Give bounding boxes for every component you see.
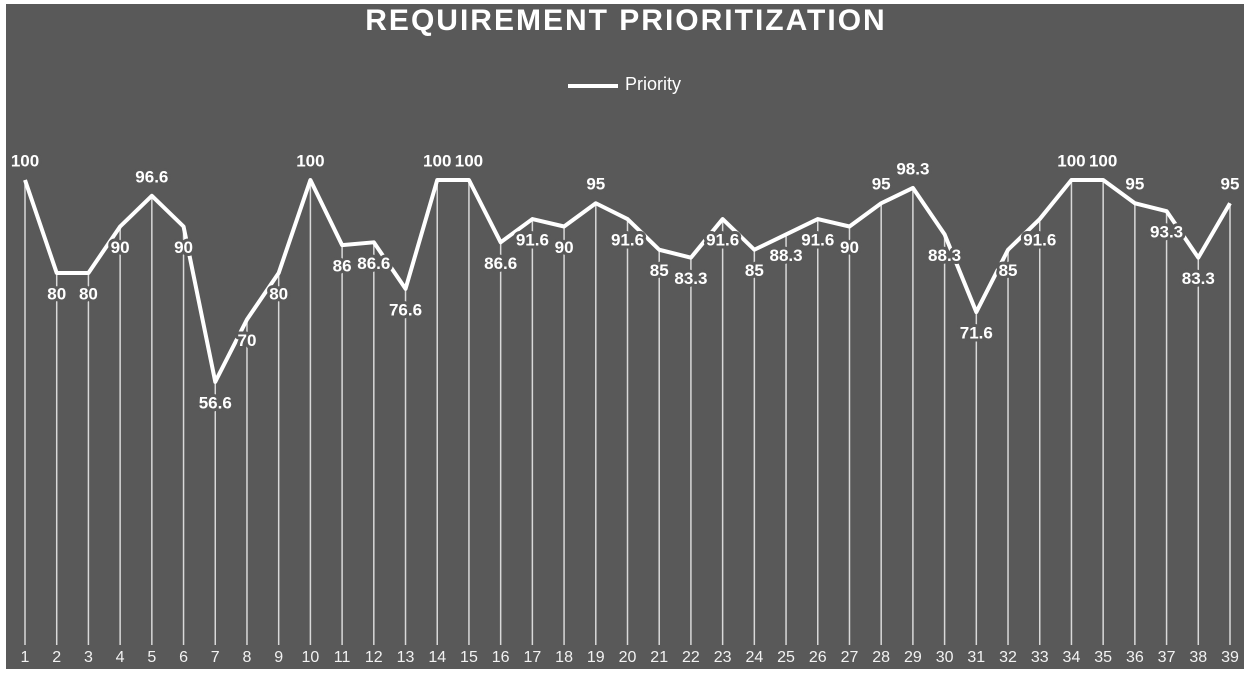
- x-tick-label: 14: [428, 649, 446, 666]
- x-tick-label: 23: [714, 649, 732, 666]
- data-label: 91.6: [706, 231, 739, 250]
- data-label: 91.6: [1023, 231, 1056, 250]
- data-label: 95: [1221, 175, 1240, 194]
- x-tick-label: 8: [243, 649, 252, 666]
- series-line: [23, 178, 1232, 384]
- x-tick-label: 22: [682, 649, 700, 666]
- x-tick-label: 37: [1158, 649, 1176, 666]
- x-tick-label: 27: [841, 649, 859, 666]
- data-label: 100: [423, 151, 451, 170]
- data-label: 70: [238, 331, 257, 350]
- data-label: 76.6: [389, 300, 422, 319]
- data-label: 80: [79, 284, 98, 303]
- x-tick-label: 4: [116, 649, 125, 666]
- data-label: 88.3: [770, 246, 803, 265]
- x-tick-label: 36: [1126, 649, 1144, 666]
- data-label: 91.6: [611, 231, 644, 250]
- data-label: 56.6: [199, 393, 232, 412]
- data-label: 71.6: [960, 324, 993, 343]
- legend-label: Priority: [625, 74, 681, 94]
- data-label: 80: [269, 284, 288, 303]
- data-label: 85: [650, 261, 669, 280]
- x-tick-label: 9: [274, 649, 283, 666]
- x-tick-label: 5: [147, 649, 156, 666]
- x-tick-label: 10: [301, 649, 319, 666]
- x-tick-label: 34: [1063, 649, 1081, 666]
- data-label: 86.6: [484, 254, 517, 273]
- data-label: 96.6: [135, 167, 168, 186]
- x-tick-label: 15: [460, 649, 478, 666]
- x-tick-label: 19: [587, 649, 605, 666]
- data-label: 88.3: [928, 246, 961, 265]
- data-label: 86: [333, 257, 352, 276]
- x-tick-label: 21: [650, 649, 668, 666]
- x-tick-label: 38: [1189, 649, 1207, 666]
- x-tick-label: 30: [936, 649, 954, 666]
- x-tick-label: 24: [745, 649, 763, 666]
- x-tick-label: 39: [1221, 649, 1239, 666]
- x-tick-label: 26: [809, 649, 827, 666]
- chart-title: REQUIREMENT PRIORITIZATION: [365, 4, 886, 37]
- chart-background: [6, 4, 1244, 669]
- x-tick-label: 29: [904, 649, 922, 666]
- data-label: 83.3: [1182, 269, 1215, 288]
- data-label: 91.6: [516, 231, 549, 250]
- x-tick-label: 33: [1031, 649, 1049, 666]
- data-label: 100: [11, 151, 39, 170]
- data-label: 90: [840, 238, 859, 257]
- data-label: 80: [47, 284, 66, 303]
- x-tick-label: 28: [872, 649, 890, 666]
- x-tick-label: 13: [397, 649, 415, 666]
- data-label: 100: [455, 151, 483, 170]
- x-tick-label: 12: [365, 649, 383, 666]
- x-tick-label: 6: [179, 649, 188, 666]
- data-label: 95: [1125, 175, 1144, 194]
- x-tick-label: 35: [1094, 649, 1112, 666]
- data-label: 95: [872, 175, 891, 194]
- data-label: 100: [1089, 151, 1117, 170]
- data-label: 90: [174, 238, 193, 257]
- x-tick-label: 1: [21, 649, 30, 666]
- data-label: 85: [745, 261, 764, 280]
- data-label: 91.6: [801, 231, 834, 250]
- data-label: 98.3: [896, 159, 929, 178]
- x-tick-label: 32: [999, 649, 1017, 666]
- x-tick-label: 16: [492, 649, 510, 666]
- x-tick-label: 3: [84, 649, 93, 666]
- x-tick-label: 31: [967, 649, 985, 666]
- x-tick-label: 25: [777, 649, 795, 666]
- data-label: 100: [1057, 151, 1085, 170]
- data-label: 90: [555, 238, 574, 257]
- x-tick-label: 20: [619, 649, 637, 666]
- data-label: 86.6: [357, 254, 390, 273]
- x-tick-label: 18: [555, 649, 573, 666]
- data-label: 100: [296, 151, 324, 170]
- data-label: 93.3: [1150, 223, 1183, 242]
- x-tick-label: 11: [334, 649, 351, 666]
- data-label: 85: [999, 261, 1018, 280]
- x-tick-label: 2: [52, 649, 61, 666]
- data-label: 95: [586, 175, 605, 194]
- x-tick-label: 17: [523, 649, 541, 666]
- data-label: 90: [111, 238, 130, 257]
- x-tick-label: 7: [211, 649, 220, 666]
- data-label: 83.3: [674, 269, 707, 288]
